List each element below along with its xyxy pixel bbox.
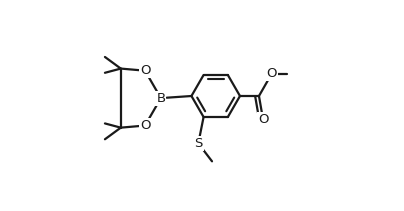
Text: B: B (156, 92, 165, 105)
Text: O: O (140, 119, 150, 132)
Text: O: O (140, 64, 150, 77)
Text: O: O (258, 113, 268, 126)
Text: S: S (194, 137, 202, 150)
Text: O: O (266, 67, 277, 80)
